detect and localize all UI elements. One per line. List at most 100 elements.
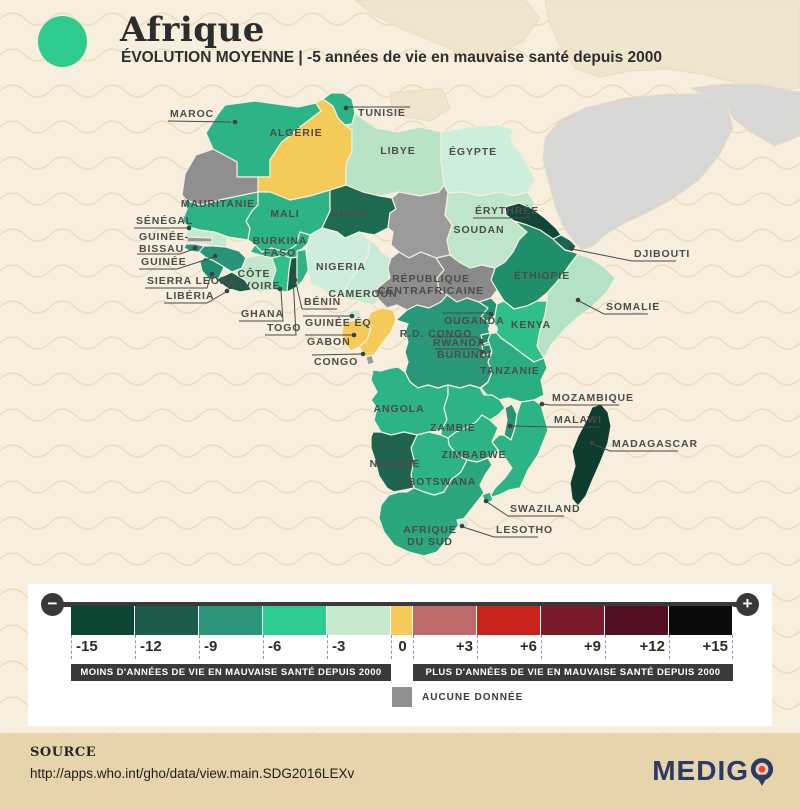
leader-dot-sierra-leone	[209, 271, 215, 277]
leader-line-malawi	[510, 425, 600, 428]
legend-panel: − + -15 -12 -9 -6 -3 0 +3 +6 +9 +12 +15 MOINS D'AN…	[28, 584, 772, 726]
leader-line-guinee	[139, 256, 215, 270]
map-label-mozambique: MOZAMBIQUE	[552, 392, 634, 404]
map-label-niger: NIGER	[331, 208, 369, 220]
leader-dot-tunisie	[343, 105, 349, 111]
map-label-djibouti: DJIBOUTI	[634, 248, 690, 260]
map-label-afrique-du-sud: DU SUD	[407, 536, 453, 548]
country-mozambique	[488, 399, 549, 499]
leader-dot-lesotho	[459, 523, 465, 529]
leader-line-somalie	[578, 300, 648, 315]
scale-swatches	[71, 606, 733, 635]
legend-caption-less: MOINS D'ANNÉES DE VIE EN MAUVAISE SANTÉ …	[71, 664, 391, 681]
leader-line-djibouti	[571, 248, 676, 262]
leader-dot-guinee-bissau	[192, 245, 198, 251]
leader-line-madagascar	[592, 443, 678, 452]
map-label-malawi: MALAWI	[554, 414, 602, 426]
leader-dot-erythree	[525, 214, 531, 220]
map-label-botswana: BOTSWANA	[408, 476, 476, 488]
scale-swatch-+6	[477, 606, 541, 635]
leader-line-guinee-bissau	[137, 248, 195, 255]
medigo-logo-text: MEDIG	[652, 755, 749, 786]
map-label-kenya: KENYA	[511, 319, 551, 331]
map-pin-icon	[750, 758, 774, 786]
region-europe-ouest	[354, 0, 541, 59]
map-label-zimbabwe: ZIMBABWE	[442, 449, 507, 461]
scale-tick--9: -9	[199, 635, 263, 659]
leader-dot-mozambique	[539, 401, 545, 407]
lac-victoria	[488, 324, 498, 334]
scale-tick--12: -12	[135, 635, 199, 659]
map-label-burkina-faso: FASO	[264, 247, 296, 259]
region-perse	[688, 83, 800, 147]
map-label-benin: BÉNIN	[304, 295, 341, 308]
map-label-angola: ANGOLA	[374, 403, 425, 415]
source-label: SOURCE	[30, 745, 97, 760]
leader-dot-djibouti	[568, 245, 574, 251]
map-label-centrafrique: CENTRAFRICAINE	[378, 285, 484, 297]
leader-dot-ouganda	[488, 311, 494, 317]
leader-dot-guinee-eq	[349, 313, 355, 319]
leader-line-togo	[265, 275, 297, 336]
leader-line-swaziland	[486, 501, 564, 517]
leader-dot-gabon	[351, 332, 357, 338]
leader-line-burundi	[435, 348, 482, 352]
page-subtitle: ÉVOLUTION MOYENNE | -5 années de vie en …	[121, 49, 663, 66]
leader-dot-burundi	[479, 349, 485, 355]
leader-dot-rwanda	[478, 338, 484, 344]
map-label-ethiopie: ÉTHIOPIE	[514, 269, 570, 282]
map-label-madagascar: MADAGASCAR	[612, 438, 698, 450]
leader-line-maroc	[167, 120, 232, 123]
leader-dot-maroc	[232, 119, 238, 125]
leader-line-sierra-leone	[145, 274, 212, 289]
leader-line-liberia	[164, 291, 227, 304]
scale-tick-+12: +12	[605, 635, 669, 659]
map-label-congo: CONGO	[314, 356, 358, 368]
map-label-guinee-bissau: GUINÉE-	[139, 230, 189, 243]
map-label-nigeria: NIGERIA	[316, 261, 366, 273]
leader-line-lesotho	[462, 526, 538, 538]
map-label-guinee-eq: GUINÉE ÉQ	[305, 316, 371, 329]
country-congo	[358, 307, 397, 361]
map-label-afrique-du-sud: AFRIQUE	[403, 524, 457, 536]
leader-dot-somalie	[575, 297, 581, 303]
country-cabinda	[365, 354, 375, 366]
scale-track	[50, 602, 750, 607]
country-afrique-du-sud	[378, 457, 493, 557]
footer: SOURCE http://apps.who.int/gho/data/view…	[0, 733, 800, 809]
leader-dot-congo	[360, 351, 366, 357]
map-label-ghana: GHANA	[241, 308, 284, 320]
map-label-rwanda: RWANDA	[433, 337, 485, 349]
country-ouganda	[478, 297, 498, 323]
page-title: Afrique	[120, 10, 265, 50]
leader-dot-madagascar	[589, 440, 595, 446]
leader-dot-liberia	[224, 288, 230, 294]
scale-swatch--6	[263, 606, 327, 635]
map-label-togo: TOGO	[267, 322, 301, 334]
map-label-maroc: MAROC	[170, 108, 214, 120]
scale-swatch-+3	[413, 606, 477, 635]
scale-tick-+15: +15	[669, 635, 733, 659]
legend-caption-more: PLUS D'ANNÉES DE VIE EN MAUVAISE SANTÉ D…	[413, 664, 733, 681]
no-data-label: AUCUNE DONNÉE	[422, 691, 524, 703]
map-label-liberia: LIBÉRIA	[166, 289, 214, 302]
map-label-lesotho: LESOTHO	[496, 524, 553, 536]
country-egypte	[440, 124, 536, 197]
map-label-egypte: ÉGYPTE	[449, 145, 497, 158]
leader-line-ghana	[239, 290, 284, 322]
scale-swatch--9	[199, 606, 263, 635]
leader-dot-togo	[290, 270, 296, 276]
source-url: http://apps.who.int/gho/data/view.main.S…	[30, 766, 355, 781]
no-data-legend: AUCUNE DONNÉE	[392, 687, 523, 707]
leader-line-mozambique	[542, 403, 619, 406]
country-burkina-faso	[249, 231, 311, 259]
country-madagascar	[569, 403, 612, 507]
map-label-swaziland: SWAZILAND	[510, 503, 581, 515]
leader-line-congo	[311, 353, 362, 356]
scale-tick-labels: -15 -12 -9 -6 -3 0 +3 +6 +9 +12 +15	[71, 635, 733, 659]
map-label-senegal: SÉNÉGAL	[136, 214, 193, 227]
scale-tick--15: -15	[71, 635, 135, 659]
map-label-mali: MALI	[270, 208, 299, 220]
map-label-cameroun: CAMEROUN	[328, 288, 397, 300]
map-label-tanzanie: TANZANIE	[480, 365, 540, 377]
